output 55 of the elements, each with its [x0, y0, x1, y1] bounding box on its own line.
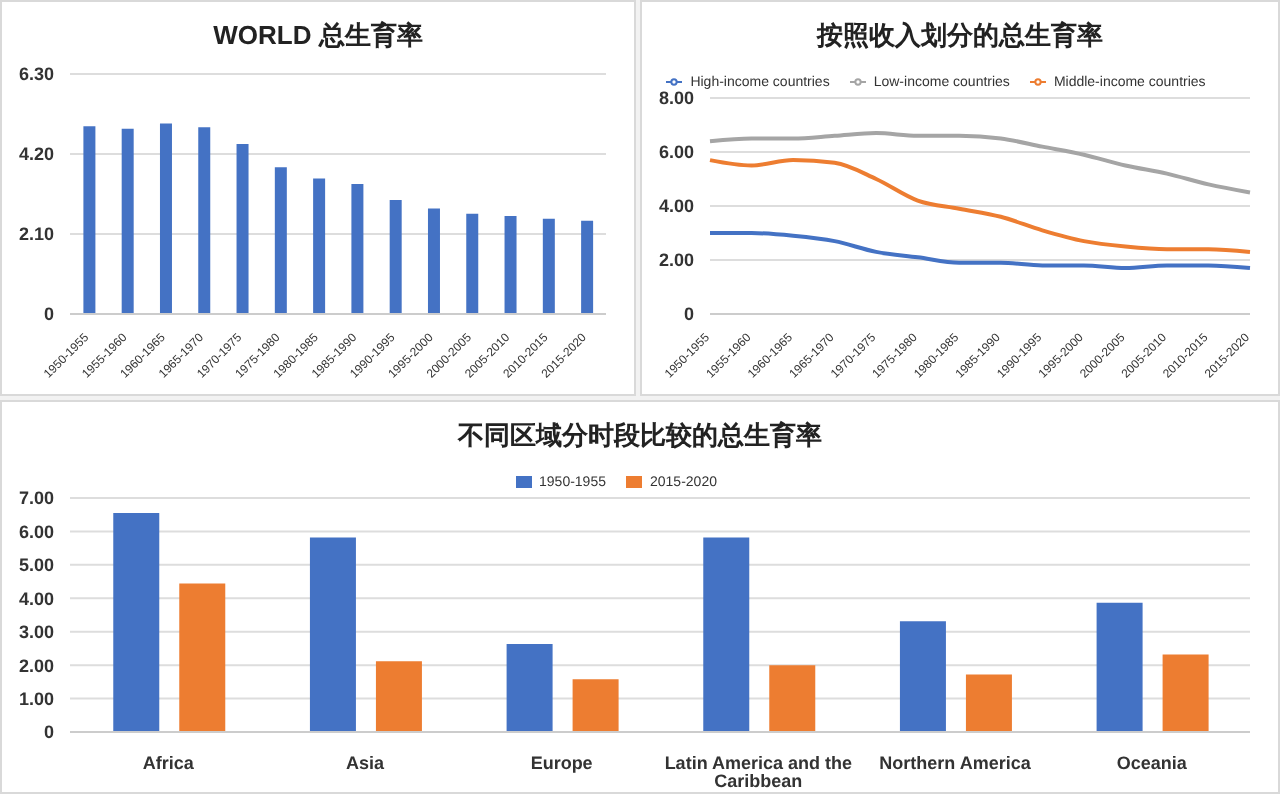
line-series — [708, 158, 1252, 254]
bar — [389, 200, 402, 314]
line-series — [708, 131, 1252, 195]
bar — [198, 127, 211, 314]
bar — [159, 123, 172, 314]
bar — [274, 167, 287, 314]
bar — [581, 220, 594, 314]
y-tick-label: 7.00 — [18, 488, 54, 509]
x-tick-label: Northern America — [879, 752, 1033, 773]
x-tick-label: Europe — [530, 752, 593, 773]
bar — [506, 644, 553, 732]
chart-title: 不同区域分时段比较的总生育率 — [455, 418, 824, 454]
chart-title: 按照收入划分的总生育率 — [814, 18, 1105, 54]
y-tick-label: 6.00 — [18, 521, 54, 542]
x-tick-label: Asia — [345, 752, 386, 773]
y-tick-label: 2.00 — [658, 250, 694, 271]
y-tick-label: 5.00 — [18, 555, 54, 576]
bar — [572, 679, 619, 732]
bar — [113, 513, 160, 732]
y-tick-label: 4.00 — [658, 196, 694, 217]
y-tick-label: 3.00 — [18, 622, 54, 643]
bar — [1096, 602, 1143, 732]
bar — [313, 178, 326, 314]
bar — [179, 583, 226, 732]
bar — [769, 665, 816, 732]
bar — [899, 621, 946, 732]
y-tick-label: 0 — [43, 304, 54, 325]
bar — [83, 126, 96, 314]
bar — [351, 184, 364, 314]
y-tick-label: 8.00 — [658, 88, 694, 109]
bar — [1162, 654, 1209, 732]
bar — [427, 208, 440, 314]
y-tick-label: 4.20 — [18, 144, 54, 165]
bar — [466, 213, 479, 314]
y-tick-label: 0 — [43, 722, 54, 743]
bar — [965, 674, 1012, 732]
bar — [375, 661, 422, 732]
y-tick-label: 2.10 — [18, 224, 54, 245]
line-series — [708, 231, 1252, 271]
bar — [121, 128, 134, 314]
y-tick-label: 2.00 — [18, 655, 54, 676]
bar — [309, 537, 356, 732]
x-tick-label: Africa — [142, 752, 196, 773]
bar — [504, 216, 517, 314]
y-tick-label: 6.00 — [658, 142, 694, 163]
y-tick-label: 0 — [683, 304, 694, 325]
chart-title: WORLD 总生育率 — [211, 18, 425, 54]
x-tick-label: Oceania — [1116, 752, 1189, 773]
bar — [236, 144, 249, 314]
y-tick-label: 4.00 — [18, 588, 54, 609]
x-tick-label: Latin America and the Caribbean — [664, 752, 853, 791]
bar — [542, 218, 555, 314]
bar — [703, 537, 750, 732]
y-tick-label: 6.30 — [18, 64, 54, 85]
y-tick-label: 1.00 — [18, 688, 54, 709]
